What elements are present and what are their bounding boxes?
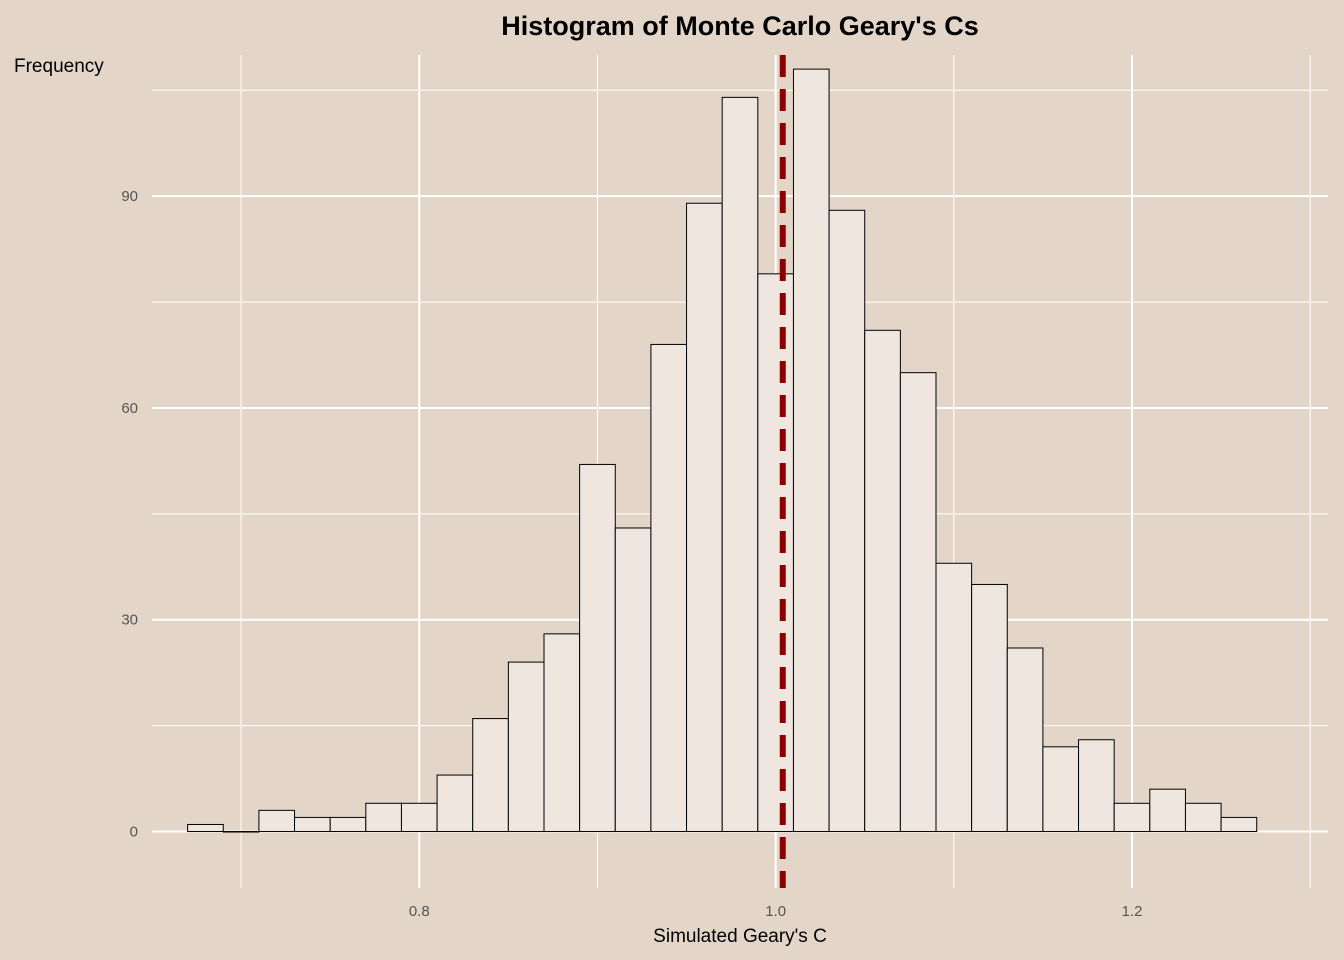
- histogram-bar: [507, 661, 545, 833]
- histogram-bar: [935, 562, 973, 833]
- histogram-bar: [828, 209, 866, 833]
- histogram-bar: [222, 831, 260, 833]
- histogram-bar: [686, 202, 723, 833]
- histogram-bar: [1006, 647, 1044, 833]
- y-tick-label: 30: [121, 612, 138, 629]
- y-tick-label: 60: [121, 400, 138, 417]
- histogram-bar: [1184, 802, 1222, 833]
- x-tick-label: 0.8: [409, 903, 430, 920]
- y-axis-label: Frequency: [14, 56, 104, 77]
- chart-title: Histogram of Monte Carlo Geary's Cs: [501, 11, 979, 41]
- histogram-bar: [792, 68, 830, 833]
- histogram-bar: [614, 527, 652, 833]
- histogram-bar: [543, 633, 581, 833]
- y-tick-label: 0: [130, 824, 138, 841]
- histogram-bar: [1220, 816, 1258, 833]
- histogram-bar: [472, 718, 509, 833]
- histogram-bar: [187, 823, 224, 833]
- tick-labels: 0.8 1.0 1.2 0 30 60 90: [121, 188, 1142, 920]
- histogram-bar: [258, 809, 296, 833]
- histogram-bar: [899, 372, 937, 833]
- histogram-bars: [187, 68, 1258, 833]
- histogram-bar: [1149, 788, 1186, 833]
- x-tick-label: 1.0: [765, 903, 786, 920]
- histogram-bar: [971, 583, 1008, 833]
- histogram-bar: [579, 463, 616, 833]
- histogram-bar: [1042, 746, 1080, 833]
- histogram-bar: [650, 343, 688, 833]
- histogram-bar: [400, 802, 438, 833]
- y-tick-label: 90: [121, 188, 138, 205]
- histogram-bar: [1113, 802, 1151, 833]
- histogram-bar: [365, 802, 402, 833]
- histogram-bar: [1078, 739, 1115, 833]
- histogram-bar: [757, 273, 794, 833]
- histogram-bar: [721, 96, 759, 833]
- x-tick-label: 1.2: [1122, 903, 1143, 920]
- x-axis-label: Simulated Geary's C: [653, 926, 827, 947]
- histogram-bar: [329, 816, 367, 833]
- histogram-bar: [294, 816, 331, 833]
- histogram-bar: [436, 774, 474, 833]
- histogram-bar: [864, 329, 901, 833]
